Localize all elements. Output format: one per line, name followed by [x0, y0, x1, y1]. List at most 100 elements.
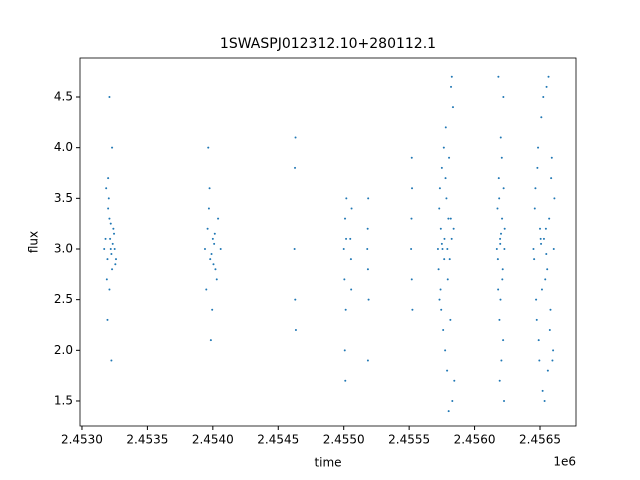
data-point	[111, 242, 114, 245]
data-point	[550, 156, 553, 159]
data-point	[444, 177, 447, 180]
data-point	[539, 227, 542, 230]
data-point	[208, 187, 211, 190]
y-tick-label: 1.5	[54, 393, 73, 407]
data-point	[349, 258, 352, 261]
data-point	[366, 227, 369, 230]
data-point	[344, 217, 347, 220]
data-point	[502, 339, 505, 342]
data-point	[343, 349, 346, 352]
data-point	[108, 288, 111, 291]
data-point	[544, 227, 547, 230]
data-point	[345, 197, 348, 200]
data-point	[545, 253, 548, 256]
data-point	[533, 207, 536, 210]
x-tick-label: 2.4550	[323, 433, 365, 447]
data-point	[552, 349, 555, 352]
data-point	[344, 379, 347, 382]
data-point	[343, 278, 346, 281]
data-point	[439, 227, 442, 230]
data-point	[107, 177, 110, 180]
data-point	[540, 116, 543, 119]
data-point	[437, 268, 440, 271]
data-point	[410, 278, 413, 281]
data-point	[205, 288, 208, 291]
data-point	[294, 298, 297, 301]
data-point	[109, 237, 112, 240]
data-point	[498, 197, 501, 200]
data-point	[367, 298, 370, 301]
data-point	[547, 75, 550, 78]
data-point	[207, 207, 210, 210]
x-axis-label: time	[314, 456, 341, 470]
data-point	[453, 379, 456, 382]
data-point	[496, 207, 499, 210]
data-point	[443, 237, 446, 240]
data-point	[411, 308, 414, 311]
data-point	[498, 318, 501, 321]
data-point	[534, 187, 537, 190]
data-point	[212, 263, 215, 266]
data-point	[342, 247, 345, 250]
data-point	[499, 237, 502, 240]
data-point	[446, 247, 449, 250]
data-point	[105, 278, 108, 281]
data-point	[447, 410, 450, 413]
data-point	[113, 247, 116, 250]
data-point	[499, 242, 502, 245]
data-point	[209, 339, 212, 342]
data-point	[110, 359, 113, 362]
data-point	[451, 399, 454, 402]
data-point	[546, 268, 549, 271]
data-point	[366, 268, 369, 271]
data-point	[500, 156, 503, 159]
data-point	[447, 217, 450, 220]
data-point	[441, 247, 444, 250]
data-point	[538, 359, 541, 362]
data-point	[553, 197, 556, 200]
data-point	[213, 242, 216, 245]
chart-title: 1SWASPJ012312.10+280112.1	[220, 36, 436, 52]
data-point	[497, 177, 500, 180]
data-point	[542, 96, 545, 99]
data-point	[410, 247, 413, 250]
data-point	[540, 288, 543, 291]
data-point	[500, 359, 503, 362]
data-point	[499, 298, 502, 301]
x-tick-label: 2.4560	[454, 433, 496, 447]
data-point	[452, 227, 455, 230]
data-point	[496, 258, 499, 261]
data-point	[203, 247, 206, 250]
data-point	[449, 217, 452, 220]
data-point	[443, 258, 446, 261]
data-point	[350, 207, 353, 210]
data-point	[548, 217, 551, 220]
data-point	[503, 399, 506, 402]
x-tick-label: 2.4530	[61, 433, 103, 447]
data-point	[549, 308, 552, 311]
data-point	[536, 166, 539, 169]
data-point	[439, 288, 442, 291]
data-point	[110, 253, 113, 256]
y-axis-label: flux	[27, 231, 41, 253]
plot-frame	[79, 57, 577, 427]
data-point	[498, 379, 501, 382]
data-point	[451, 106, 454, 109]
data-point	[448, 156, 451, 159]
data-point	[344, 308, 347, 311]
data-point	[411, 187, 414, 190]
data-point	[540, 242, 543, 245]
data-point	[440, 242, 443, 245]
data-point	[446, 369, 449, 372]
data-point	[450, 237, 453, 240]
data-point	[445, 197, 448, 200]
y-tick-label: 4.5	[54, 90, 73, 104]
data-point	[537, 146, 540, 149]
data-point	[349, 237, 352, 240]
data-point	[108, 217, 111, 220]
data-point	[503, 247, 506, 250]
data-point	[543, 399, 546, 402]
data-point	[438, 187, 441, 190]
data-point	[541, 389, 544, 392]
